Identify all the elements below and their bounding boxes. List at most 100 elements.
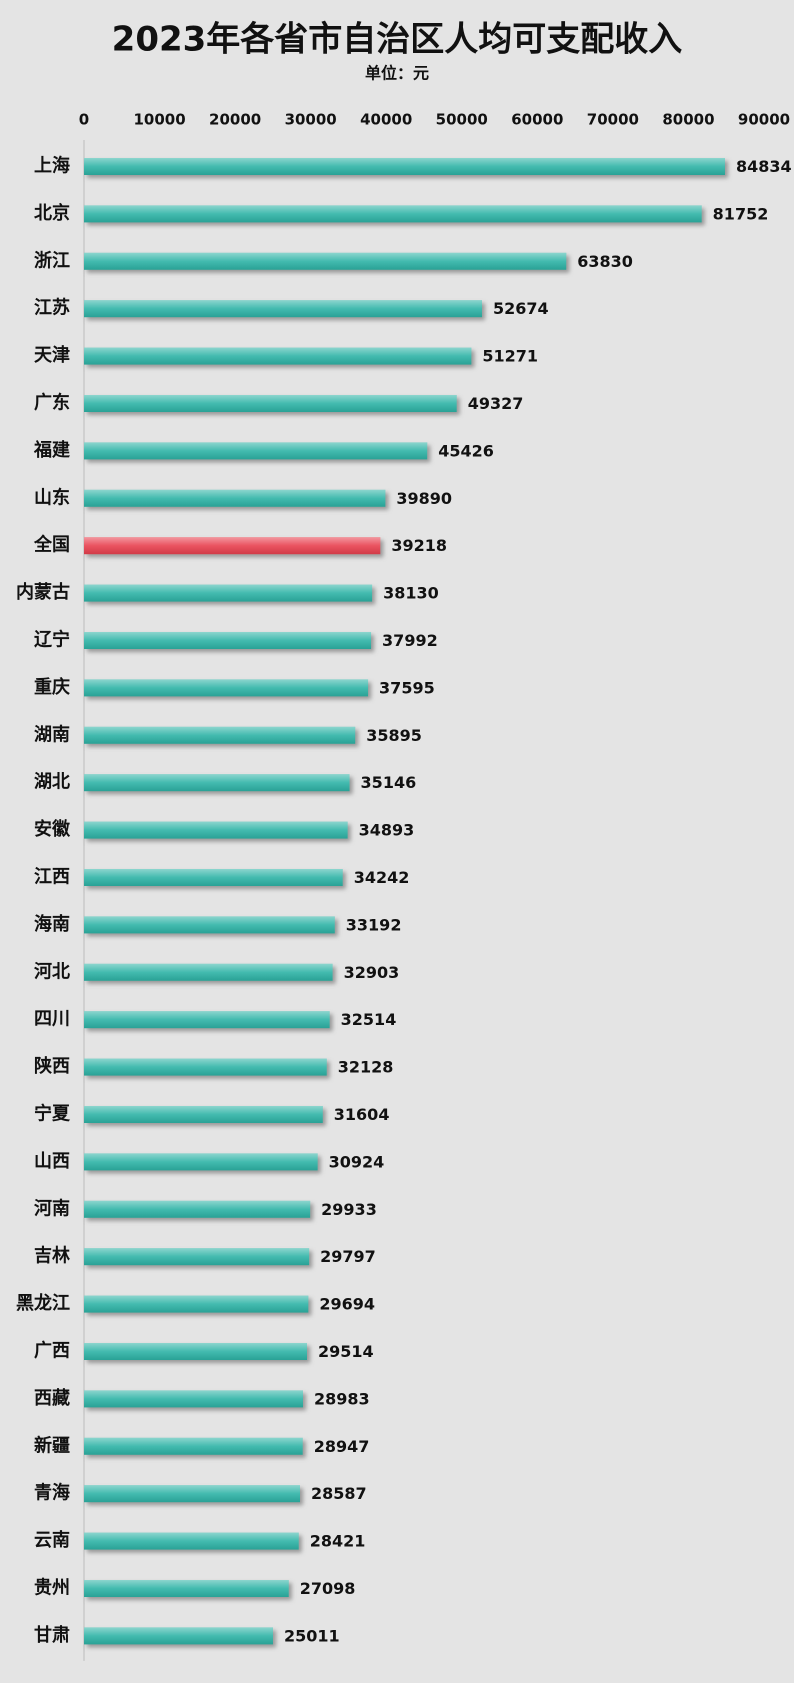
y-tick-label: 北京 [34, 202, 70, 224]
value-label: 27098 [300, 1579, 356, 1598]
value-label: 28421 [310, 1532, 366, 1551]
y-tick-label: 湖南 [34, 723, 70, 745]
bar-gloss [84, 252, 567, 270]
bar-gloss [84, 537, 381, 555]
value-label: 38130 [383, 584, 439, 603]
value-label: 25011 [284, 1626, 340, 1645]
x-tick-label: 40000 [360, 111, 412, 129]
y-tick-label: 贵州 [34, 1578, 70, 1599]
x-tick-label: 20000 [209, 111, 261, 129]
bar-gloss [84, 205, 702, 223]
bar-gloss [84, 726, 356, 744]
value-label: 52674 [493, 299, 549, 318]
value-label: 84834 [736, 157, 792, 176]
bar-gloss [84, 1106, 323, 1123]
value-label: 33192 [346, 915, 402, 934]
y-tick-label: 云南 [34, 1529, 70, 1551]
bar-gloss [84, 347, 472, 365]
y-tick-label: 辽宁 [34, 629, 70, 651]
bar-gloss [84, 821, 348, 839]
x-tick-label: 10000 [133, 111, 185, 129]
bar-gloss [84, 1153, 318, 1171]
bar-gloss [84, 1627, 273, 1645]
x-tick-label: 80000 [662, 111, 714, 129]
y-tick-label: 全国 [33, 534, 70, 556]
value-label: 28587 [311, 1484, 367, 1503]
x-tick-label: 0 [79, 111, 89, 129]
value-label: 51271 [482, 347, 538, 366]
y-tick-label: 福建 [33, 439, 70, 461]
x-tick-label: 70000 [587, 111, 639, 129]
value-label: 49327 [468, 394, 524, 413]
bar-gloss [84, 774, 350, 792]
bar-gloss [84, 963, 333, 981]
value-label: 39890 [396, 489, 452, 508]
value-label: 32128 [338, 1058, 394, 1077]
y-tick-label: 山西 [34, 1151, 70, 1172]
chart-subtitle: 单位：元 [365, 64, 429, 83]
y-tick-label: 浙江 [34, 249, 70, 271]
x-tick-label: 50000 [436, 111, 488, 129]
y-tick-label: 广西 [34, 1340, 70, 1362]
value-label: 34893 [359, 821, 415, 840]
y-tick-label: 西藏 [34, 1388, 70, 1409]
bar-gloss [84, 679, 369, 697]
chart-title: 2023年各省市自治区人均可支配收入 [112, 20, 683, 60]
y-tick-label: 甘肃 [34, 1624, 70, 1646]
bar-gloss [84, 1390, 303, 1408]
y-tick-label: 新疆 [34, 1434, 70, 1456]
y-tick-label: 安徽 [34, 818, 71, 840]
bar-gloss [84, 1200, 311, 1218]
x-tick-label: 60000 [511, 111, 563, 129]
bar-gloss [84, 584, 373, 602]
y-tick-label: 四川 [34, 1009, 70, 1030]
x-tick-label: 90000 [738, 111, 790, 129]
bar-gloss [84, 442, 428, 460]
y-tick-label: 陕西 [34, 1055, 70, 1077]
value-label: 34242 [354, 868, 410, 887]
y-tick-label: 江苏 [34, 297, 70, 319]
bar-gloss [84, 158, 725, 175]
y-tick-label: 天津 [34, 344, 70, 366]
bar-gloss [84, 1532, 299, 1550]
value-label: 32903 [344, 963, 400, 982]
value-label: 31604 [334, 1105, 390, 1124]
value-label: 81752 [713, 204, 769, 223]
y-tick-label: 山东 [34, 486, 70, 508]
bar-gloss [84, 1485, 300, 1503]
bar-gloss [84, 1058, 327, 1076]
bar-gloss [84, 489, 386, 507]
y-tick-label: 宁夏 [34, 1103, 71, 1125]
value-label: 37595 [379, 678, 435, 697]
value-label: 63830 [577, 252, 633, 271]
value-label: 37992 [382, 631, 438, 650]
y-tick-label: 内蒙古 [16, 581, 70, 603]
value-label: 28947 [314, 1437, 370, 1456]
value-label: 29514 [318, 1342, 374, 1361]
bar-gloss [84, 1248, 310, 1266]
bar-gloss [84, 395, 457, 412]
bar-gloss [84, 1580, 289, 1597]
bar-gloss [84, 1437, 303, 1455]
bar-gloss [84, 869, 343, 886]
value-label: 28983 [314, 1389, 370, 1408]
y-tick-label: 湖北 [34, 772, 70, 793]
y-tick-label: 河南 [34, 1197, 70, 1219]
value-label: 29797 [320, 1247, 376, 1266]
value-label: 32514 [341, 1010, 397, 1029]
y-tick-label: 青海 [34, 1482, 70, 1504]
y-tick-label: 吉林 [34, 1245, 70, 1267]
bar-gloss [84, 1295, 309, 1313]
value-label: 29933 [321, 1200, 377, 1219]
bar-gloss [84, 1011, 330, 1029]
y-tick-label: 海南 [34, 913, 70, 935]
bar-gloss [84, 916, 335, 934]
bar-gloss [84, 1343, 307, 1360]
value-label: 45426 [438, 441, 494, 460]
bar-gloss [84, 300, 482, 318]
y-tick-label: 江西 [34, 867, 70, 888]
value-label: 35146 [361, 773, 417, 792]
y-tick-label: 上海 [34, 155, 70, 177]
value-label: 39218 [391, 536, 447, 555]
